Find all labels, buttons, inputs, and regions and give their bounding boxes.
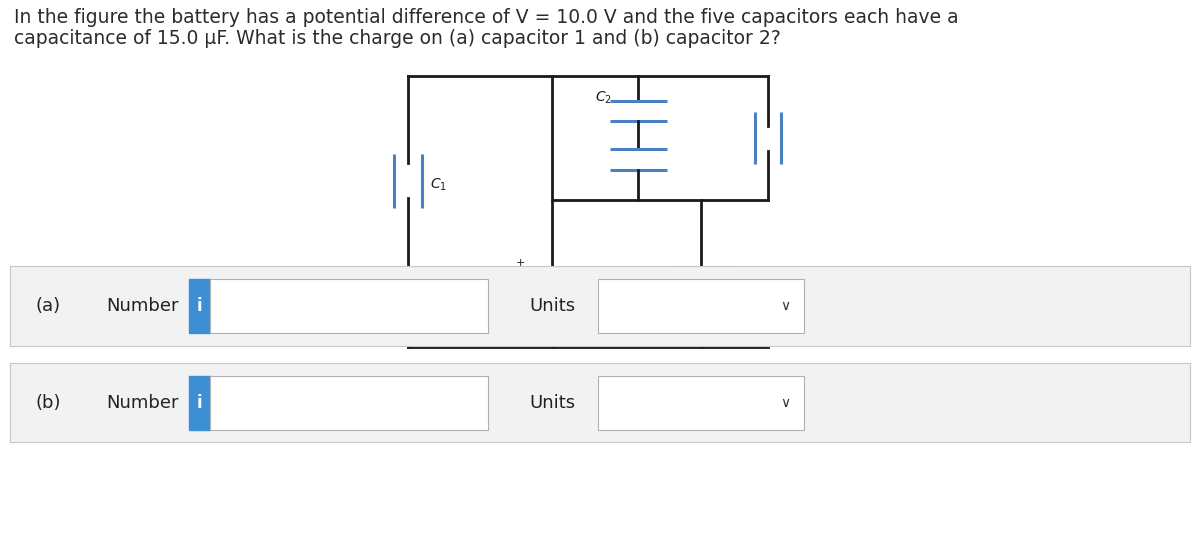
Text: capacitance of 15.0 μF. What is the charge on (a) capacitor 1 and (b) capacitor : capacitance of 15.0 μF. What is the char… bbox=[14, 29, 781, 48]
Text: ∨: ∨ bbox=[780, 299, 790, 313]
Text: i: i bbox=[197, 297, 203, 315]
Text: (a): (a) bbox=[36, 297, 61, 315]
Text: Units: Units bbox=[529, 297, 575, 315]
Text: Number: Number bbox=[107, 297, 179, 315]
FancyBboxPatch shape bbox=[190, 279, 210, 333]
Text: ∨: ∨ bbox=[780, 396, 790, 410]
FancyBboxPatch shape bbox=[598, 376, 804, 429]
Text: (b): (b) bbox=[36, 393, 61, 412]
Text: $V$: $V$ bbox=[563, 277, 575, 291]
Text: +: + bbox=[516, 258, 526, 268]
Text: In the figure the battery has a potential difference of V = 10.0 V and the five : In the figure the battery has a potentia… bbox=[14, 8, 959, 27]
FancyBboxPatch shape bbox=[190, 376, 210, 429]
FancyBboxPatch shape bbox=[210, 376, 488, 429]
FancyBboxPatch shape bbox=[210, 279, 488, 333]
FancyBboxPatch shape bbox=[598, 279, 804, 333]
Text: $C_2$: $C_2$ bbox=[595, 90, 612, 106]
Text: Units: Units bbox=[529, 393, 575, 412]
Text: i: i bbox=[197, 393, 203, 412]
Text: Number: Number bbox=[107, 393, 179, 412]
Text: $C_1$: $C_1$ bbox=[430, 176, 446, 193]
